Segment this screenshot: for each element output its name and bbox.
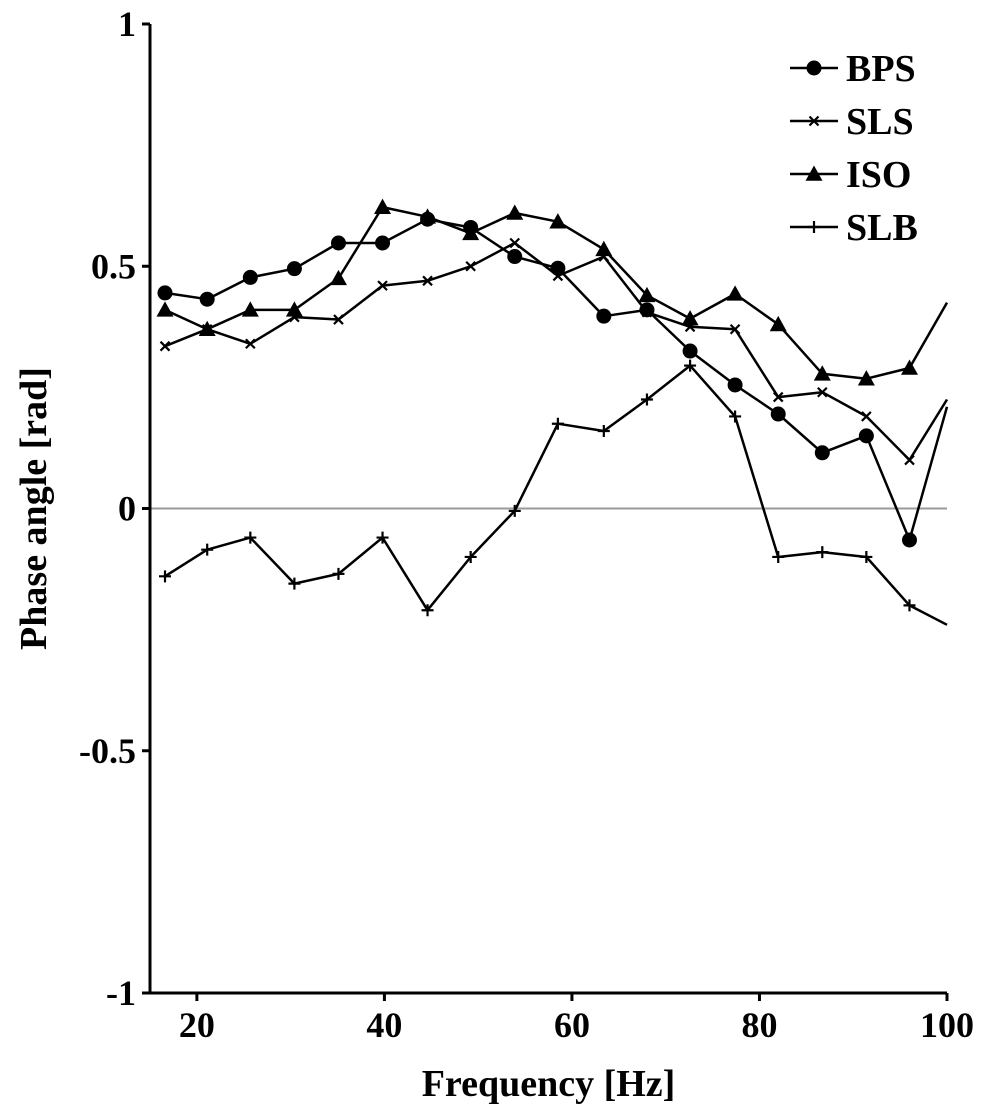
data-point-bps — [814, 445, 830, 461]
data-point-slb — [729, 410, 742, 423]
data-point-iso — [595, 240, 613, 257]
data-point-bps — [901, 532, 917, 548]
legend-marker-sls — [808, 115, 820, 127]
data-point-iso — [462, 224, 480, 241]
legend-label: BPS — [846, 48, 916, 90]
x-tick-label: 100 — [920, 1005, 974, 1045]
data-point-slb — [684, 359, 697, 372]
ticks-layer: 1 0.5 0 -0.5 -1 20 40 60 80 100 — [79, 4, 974, 1045]
data-point-iso — [198, 320, 216, 337]
data-point-slb — [551, 417, 564, 430]
data-point-slb — [597, 424, 610, 437]
data-point-sls — [465, 260, 476, 272]
legend-item-iso: ISO — [790, 154, 911, 196]
legend-label: ISO — [846, 154, 911, 196]
data-point-bps — [858, 428, 874, 444]
data-point-bps — [507, 249, 523, 265]
data-point-slb — [772, 550, 785, 563]
series-line-slb — [164, 364, 948, 626]
data-point-iso — [638, 286, 656, 303]
series-iso — [156, 198, 949, 386]
data-point-slb — [159, 570, 172, 583]
series-slb — [159, 359, 948, 626]
x-tick-label: 40 — [366, 1005, 402, 1045]
y-tick-label: -0.5 — [79, 731, 136, 771]
data-point-slb — [244, 531, 257, 544]
x-tick-label: 60 — [554, 1005, 590, 1045]
data-point-iso — [156, 301, 174, 317]
series-sls — [159, 237, 949, 466]
data-point-iso — [419, 208, 437, 224]
legend-label: SLS — [846, 101, 914, 143]
data-point-bps — [286, 261, 302, 277]
data-point-slb — [288, 577, 301, 590]
data-point-slb — [903, 599, 916, 612]
legend-item-bps: BPS — [790, 48, 916, 90]
data-point-slb — [860, 550, 873, 563]
data-point-sls — [509, 237, 521, 249]
x-tick-label: 20 — [179, 1005, 215, 1045]
legend-marker-iso — [805, 165, 823, 181]
x-axis-title: Frequency [Hz] — [422, 1063, 676, 1105]
data-point-iso — [857, 370, 875, 386]
y-tick-label: 0 — [118, 489, 136, 529]
data-point-sls — [772, 391, 784, 403]
data-point-iso — [549, 213, 567, 229]
y-tick-label: 1 — [118, 4, 136, 44]
y-tick-label: -1 — [106, 973, 136, 1013]
data-point-iso — [900, 359, 918, 375]
data-point-sls — [552, 270, 564, 282]
data-point-iso — [681, 310, 699, 326]
data-point-sls — [641, 306, 653, 318]
data-point-bps — [199, 291, 215, 307]
y-axis-title: Phase angle [rad] — [13, 367, 55, 650]
data-point-iso — [506, 204, 524, 220]
legend-item-slb: SLB — [790, 207, 918, 249]
data-point-bps — [727, 377, 743, 393]
data-point-sls — [422, 275, 433, 287]
data-point-sls — [159, 340, 171, 352]
data-point-sls — [817, 386, 828, 398]
data-point-slb — [332, 567, 345, 580]
data-point-iso — [374, 198, 392, 214]
legend: BPS SLS ISO SLB — [790, 48, 918, 249]
data-point-slb — [816, 546, 829, 559]
data-point-sls — [377, 280, 388, 291]
data-point-iso — [726, 285, 744, 301]
data-point-bps — [375, 235, 391, 251]
data-point-iso — [241, 301, 259, 317]
data-point-slb — [464, 550, 477, 563]
data-point-bps — [242, 269, 258, 285]
data-point-slb — [376, 531, 389, 544]
series-layer — [156, 198, 949, 626]
y-tick-label: 0.5 — [91, 246, 136, 286]
data-point-sls — [333, 314, 344, 325]
data-point-iso — [329, 269, 347, 286]
data-point-bps — [157, 285, 173, 301]
data-point-iso — [769, 315, 787, 332]
data-point-sls — [861, 411, 872, 422]
x-tick-label: 80 — [741, 1005, 777, 1045]
data-point-slb — [421, 604, 434, 617]
data-point-iso — [285, 301, 303, 317]
data-point-sls — [904, 454, 915, 466]
legend-item-sls: SLS — [790, 101, 914, 143]
data-point-sls — [245, 338, 256, 350]
data-point-bps — [596, 308, 612, 324]
legend-marker-bps — [806, 60, 822, 76]
legend-label: SLB — [846, 207, 918, 249]
data-point-bps — [330, 235, 346, 251]
data-point-sls — [729, 323, 741, 335]
data-point-bps — [682, 343, 698, 359]
data-point-iso — [813, 365, 831, 381]
series-line-iso — [164, 205, 949, 380]
data-point-slb — [508, 504, 521, 517]
data-point-slb — [640, 393, 653, 406]
data-point-slb — [201, 543, 214, 556]
data-point-bps — [770, 406, 786, 422]
legend-marker-slb — [808, 221, 820, 233]
